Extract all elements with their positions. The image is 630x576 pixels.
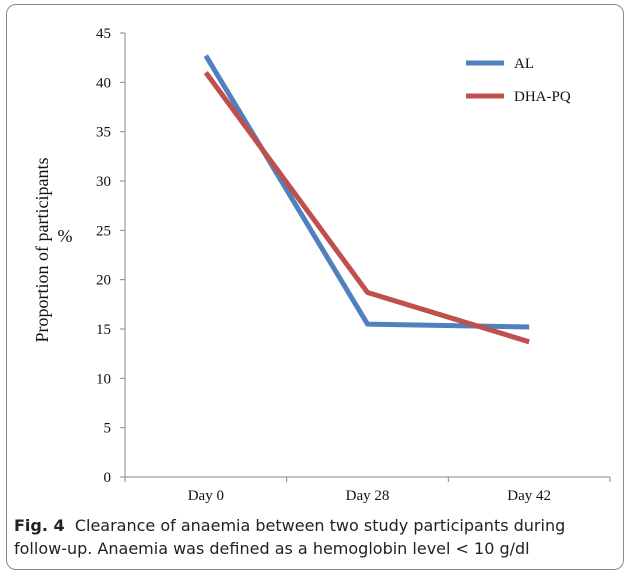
- y-tick-label: 45: [96, 26, 111, 42]
- y-axis-title: Proportion of participants: [32, 158, 52, 343]
- series-line-dha-pq: [203, 70, 530, 345]
- figure-caption: Fig. 4 Clearance of anaemia between two …: [14, 514, 614, 560]
- legend: AL DHA-PQ: [466, 56, 571, 105]
- y-tick-label: 20: [96, 273, 111, 289]
- y-tick-label: 25: [96, 223, 111, 239]
- x-tick-label: Day 42: [507, 488, 551, 504]
- figure-caption-text: Clearance of anaemia between two study p…: [14, 516, 566, 558]
- y-tick-label: 40: [96, 75, 111, 91]
- x-tick-label: Day 28: [346, 488, 390, 504]
- legend-label-dha-pq: DHA-PQ: [514, 89, 571, 105]
- y-tick-label: 15: [96, 322, 111, 338]
- y-tick-label: 10: [96, 371, 111, 387]
- legend-label-al: AL: [514, 56, 534, 72]
- x-tick-label: Day 0: [188, 488, 224, 504]
- y-tick-label: 0: [104, 470, 112, 486]
- y-axis: 0 5 10 15 20 25 30 35 40 45: [96, 26, 126, 486]
- figure-frame: [6, 4, 624, 570]
- x-axis: Day 0 Day 28 Day 42: [124, 476, 611, 504]
- y-tick-label: 30: [96, 174, 111, 190]
- series-layer: [203, 54, 530, 345]
- line-chart: 0 5 10 15 20 25 30 35 40 45 Day 0 Day 28 Day 42 AL D…: [32, 26, 611, 504]
- y-tick-label: 35: [96, 125, 111, 141]
- y-tick-label: 5: [104, 421, 112, 437]
- y-axis-unit: %: [58, 226, 73, 246]
- figure-label: Fig. 4: [14, 516, 65, 535]
